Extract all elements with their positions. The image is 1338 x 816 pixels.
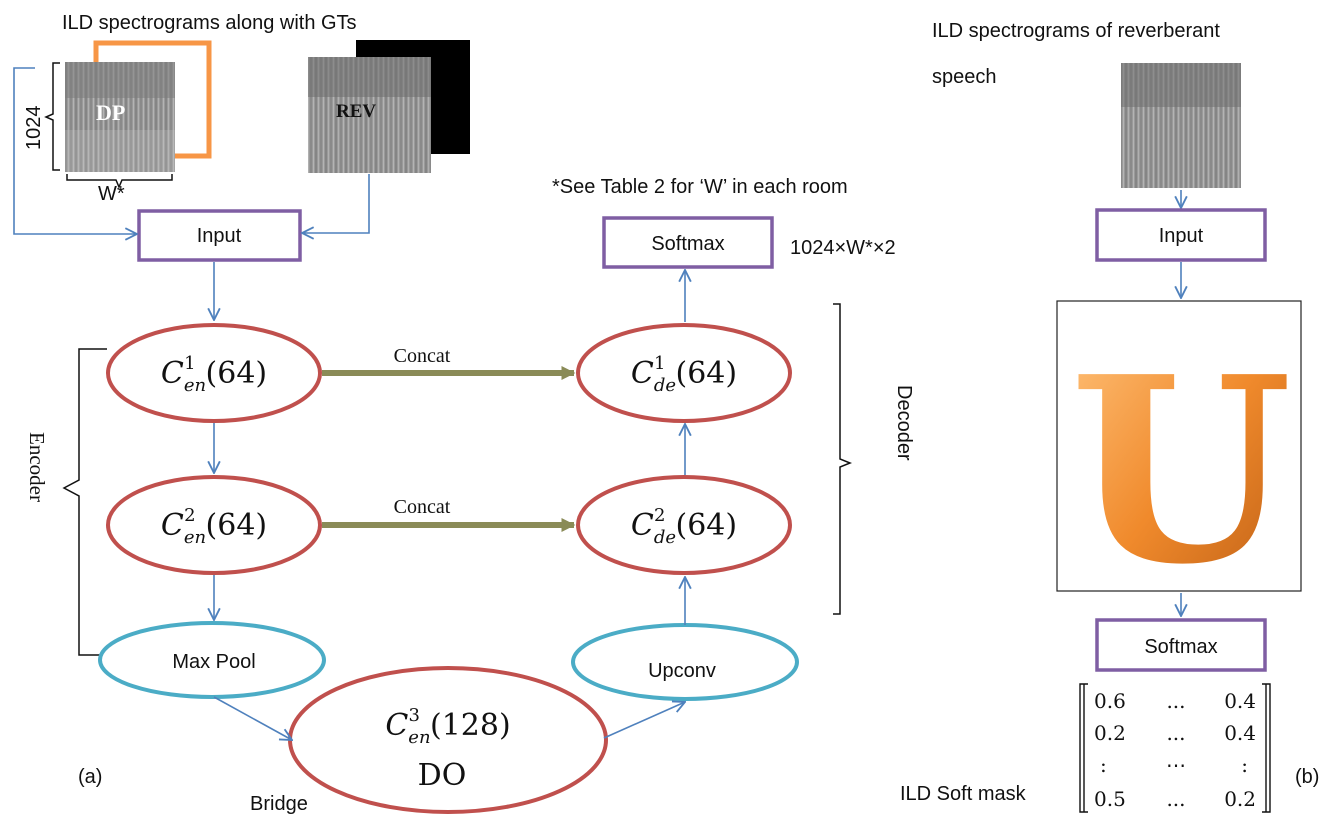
encoder-conv2-node: [106, 475, 322, 575]
height-bracket: [44, 62, 60, 171]
mask-label: ILD Soft mask: [900, 783, 1027, 805]
decoder-bracket: [833, 303, 853, 615]
softmax-box-b: [1095, 618, 1267, 672]
input-label-a: Input: [197, 225, 242, 247]
mask-cell: ...: [1166, 787, 1185, 811]
mask-cell: 0.5: [1094, 787, 1126, 811]
mask-cell: 0.2: [1094, 721, 1126, 745]
input-box-a: [137, 209, 302, 262]
mask-cell: ...: [1166, 721, 1185, 745]
unet-box: [1056, 300, 1302, 592]
arrow-bridge-to-upconv: [603, 702, 685, 739]
mask-matrix: 0.6 ... 0.4 0.2 ... 0.4 : ⋯ : 0.5 ... 0.…: [1094, 689, 1256, 811]
mask-cell: ...: [1166, 689, 1185, 713]
width-label: W*: [98, 183, 125, 205]
arrow-pool-to-bridge: [213, 696, 292, 740]
dp-label: DP: [96, 100, 125, 125]
rev-label: REV: [336, 101, 376, 122]
arrow-dp-to-input: [13, 67, 137, 234]
output-dims: 1024×W*×2: [790, 237, 896, 259]
softmax-box-a: [602, 216, 774, 269]
decoder-conv1-label: Cde1 (64): [631, 353, 737, 396]
mask-cell: 0.2: [1224, 787, 1256, 811]
matrix-left-bracket: [1079, 683, 1088, 813]
mask-cell: 0.4: [1224, 689, 1256, 713]
caption-top: ILD spectrograms along with GTs: [62, 12, 357, 34]
unet-logo: U: [1070, 322, 1292, 621]
rev-spectrogram: [308, 57, 431, 173]
maxpool-label: Max Pool: [172, 651, 255, 673]
upconv-label: Upconv: [648, 660, 716, 682]
decoder-label: Decoder: [893, 385, 915, 461]
width-bracket: [66, 174, 173, 189]
softmax-label-b: Softmax: [1144, 636, 1217, 658]
mask-cell: 0.4: [1224, 721, 1256, 745]
encoder-conv2-label: Cen2 (64): [161, 505, 267, 548]
panel-tag-b: (b): [1295, 766, 1319, 788]
input-box-b: [1095, 208, 1267, 262]
decoder-conv2-label: Cde2 (64): [631, 505, 737, 548]
caption-right-line2: speech: [932, 66, 997, 88]
mask-cell: ⋯: [1166, 753, 1186, 777]
encoder-label: Encoder: [25, 432, 49, 502]
mask-cell: :: [1241, 753, 1248, 777]
decoder-conv1-node: [576, 323, 792, 423]
bridge-label: Bridge: [250, 793, 308, 815]
concat-label-2: Concat: [394, 496, 451, 518]
mask-cell: 0.6: [1094, 689, 1126, 713]
reverberant-spectrogram: [1121, 63, 1241, 188]
dp-spectrogram: [65, 62, 175, 172]
softmax-label-a: Softmax: [651, 233, 724, 255]
input-label-b: Input: [1159, 225, 1204, 247]
panel-tag-a: (a): [78, 766, 102, 788]
concat-label-1: Concat: [394, 345, 451, 367]
dropout-label: DO: [418, 758, 467, 793]
matrix-right-bracket: [1262, 683, 1271, 813]
maxpool-node: [98, 621, 326, 699]
mask-cell: :: [1100, 753, 1107, 777]
encoder-conv1-label: Cen1 (64): [161, 353, 267, 396]
table-note: *See Table 2 for ‘W’ in each room: [552, 176, 848, 198]
caption-right-line1: ILD spectrograms of reverberant: [932, 20, 1220, 42]
arrow-rev-to-input: [302, 174, 370, 233]
height-label: 1024: [23, 106, 45, 151]
encoder-conv1-node: [106, 323, 322, 423]
bridge-conv-label: Cen3 (128): [385, 705, 510, 748]
decoder-conv2-node: [576, 475, 792, 575]
encoder-bracket: [62, 348, 107, 656]
